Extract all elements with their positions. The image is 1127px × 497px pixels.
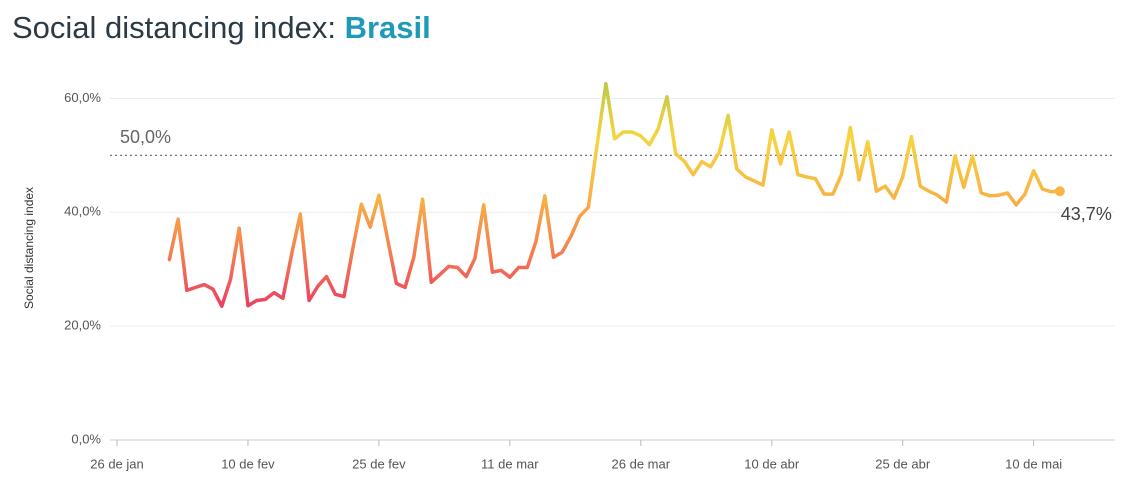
x-tick-label: 26 de mar — [612, 456, 671, 471]
x-tick-label: 10 de mai — [1005, 456, 1062, 471]
y-axis-label: Social distancing index — [22, 187, 36, 309]
x-tick-label: 25 de fev — [352, 456, 406, 471]
x-tick-label: 25 de abr — [875, 456, 931, 471]
chart-title: Social distancing index: Brasil — [12, 10, 431, 45]
y-tick-label: 60,0% — [64, 90, 101, 105]
title-text: Social distancing index: — [12, 10, 336, 45]
reference-label: 50,0% — [120, 127, 171, 147]
end-point — [1054, 186, 1065, 197]
x-tick-label: 26 de jan — [90, 456, 144, 471]
x-tick-label: 11 de mar — [481, 456, 539, 471]
y-tick-label: 40,0% — [64, 204, 101, 219]
series-line — [167, 81, 1062, 308]
y-tick-label: 0,0% — [71, 431, 101, 446]
x-tick-label: 10 de abr — [744, 456, 800, 471]
y-tick-label: 20,0% — [64, 318, 101, 333]
x-tick-label: 10 de fev — [221, 456, 275, 471]
value-label: 43,7% — [1061, 204, 1112, 224]
title-highlight: Brasil — [345, 10, 431, 45]
